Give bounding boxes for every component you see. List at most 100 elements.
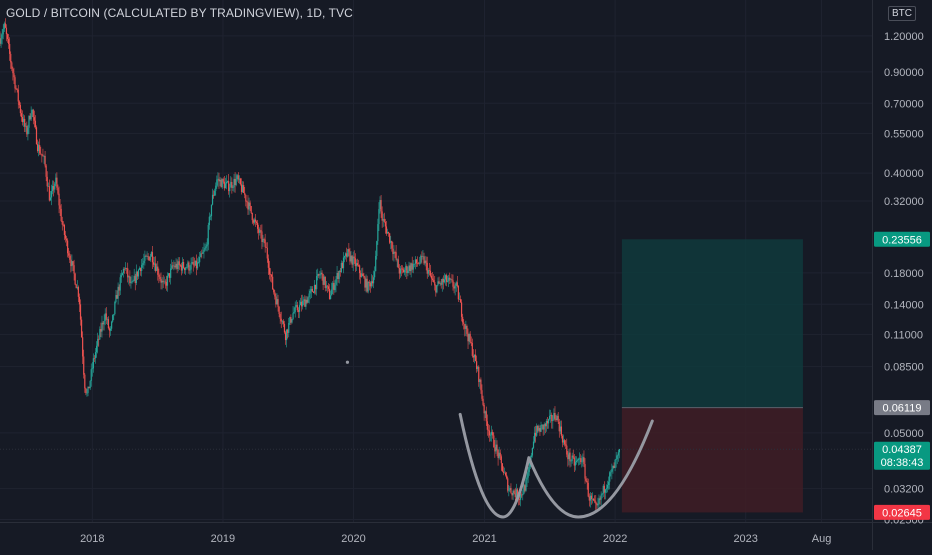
candle-body bbox=[560, 426, 563, 436]
candle-body bbox=[585, 478, 587, 481]
candle-body bbox=[462, 316, 464, 323]
candle-body bbox=[155, 263, 157, 271]
candle-body bbox=[160, 278, 162, 283]
candle-body bbox=[122, 268, 125, 274]
candle-body bbox=[577, 458, 580, 460]
y-tick-label: 0.03200 bbox=[884, 484, 924, 496]
candle-body bbox=[576, 459, 579, 461]
candle-body bbox=[13, 73, 15, 78]
candle-body bbox=[457, 286, 459, 300]
candle-body bbox=[175, 263, 177, 268]
loss-zone bbox=[621, 407, 803, 513]
candle-body bbox=[510, 488, 512, 494]
candle-body bbox=[574, 462, 576, 466]
candle-body bbox=[540, 425, 542, 432]
candle-body bbox=[117, 286, 119, 299]
candle-body bbox=[587, 482, 589, 497]
candle-body bbox=[357, 265, 360, 266]
candle-body bbox=[487, 429, 490, 431]
candle-body bbox=[387, 232, 390, 234]
candle-body bbox=[112, 314, 114, 322]
candle-body bbox=[310, 288, 312, 291]
currency-unit-badge[interactable]: BTC bbox=[888, 6, 916, 21]
candle-body bbox=[403, 269, 405, 273]
candle-body bbox=[221, 179, 223, 188]
chart-title: GOLD / BITCOIN (CALCULATED BY TRADINGVIE… bbox=[6, 6, 353, 20]
candle-body bbox=[254, 219, 257, 222]
y-tick-label: 0.90000 bbox=[884, 67, 924, 79]
candle-body bbox=[116, 295, 118, 299]
candle-body bbox=[503, 472, 506, 474]
candle-body bbox=[609, 472, 611, 482]
candle-body bbox=[257, 222, 259, 229]
candle-body bbox=[351, 255, 353, 265]
candle-body bbox=[272, 276, 274, 290]
candle-body bbox=[544, 424, 546, 427]
candle-body bbox=[258, 228, 260, 233]
candle-body bbox=[141, 264, 143, 271]
candle-body bbox=[599, 498, 601, 500]
candle-body bbox=[573, 457, 575, 466]
candle-body bbox=[416, 263, 419, 265]
candle-body bbox=[581, 461, 583, 463]
candle-body bbox=[119, 277, 121, 291]
candle-body bbox=[524, 485, 526, 491]
candle-body bbox=[433, 280, 435, 283]
candle-body bbox=[2, 29, 4, 35]
candle-body bbox=[45, 165, 47, 177]
candle-body bbox=[129, 276, 131, 284]
candle-body bbox=[555, 418, 557, 421]
candle-body bbox=[426, 262, 428, 274]
candle-body bbox=[159, 276, 161, 279]
candle-body bbox=[18, 101, 20, 106]
candle-body bbox=[314, 284, 317, 290]
candle-body bbox=[532, 441, 535, 448]
candle-body bbox=[380, 200, 382, 212]
candle-body bbox=[497, 450, 499, 459]
candle-body bbox=[189, 269, 191, 271]
candle-body bbox=[549, 415, 551, 420]
candle-body bbox=[484, 411, 486, 414]
candle-body bbox=[241, 185, 244, 192]
candle-body bbox=[460, 302, 463, 317]
candle-body bbox=[600, 494, 602, 500]
candle-body bbox=[551, 414, 553, 422]
candle-body bbox=[71, 261, 73, 267]
candle-body bbox=[89, 380, 91, 389]
candle-body bbox=[57, 187, 59, 194]
candle-body bbox=[215, 185, 217, 191]
candle-body bbox=[362, 273, 364, 277]
candle-body bbox=[220, 179, 222, 188]
candle-body bbox=[188, 262, 190, 271]
candle-body bbox=[304, 299, 306, 307]
candle-body bbox=[372, 277, 375, 284]
candle-body bbox=[335, 279, 337, 285]
candle-body bbox=[76, 287, 78, 289]
candle-body bbox=[177, 261, 179, 269]
candle-body bbox=[354, 258, 356, 267]
candle-body bbox=[193, 264, 195, 266]
candle-body bbox=[85, 388, 87, 394]
candle-body bbox=[131, 281, 133, 283]
y-tick-label: 0.05000 bbox=[884, 428, 924, 440]
candle-body bbox=[333, 282, 335, 291]
x-tick-label: 2018 bbox=[80, 533, 104, 545]
candle-body bbox=[477, 366, 479, 370]
candle-body bbox=[396, 259, 398, 260]
candle-body bbox=[19, 105, 21, 114]
candle-body bbox=[580, 458, 582, 463]
candle-body bbox=[207, 225, 209, 245]
candle-body bbox=[327, 286, 330, 289]
candle-body bbox=[595, 501, 597, 504]
candle-body bbox=[539, 428, 541, 432]
candle-body bbox=[337, 272, 339, 279]
profit-zone bbox=[621, 239, 803, 408]
candle-body bbox=[260, 230, 262, 232]
candle-body bbox=[135, 271, 137, 284]
candle-body bbox=[264, 239, 266, 247]
candle-body bbox=[234, 178, 236, 186]
candle-body bbox=[34, 120, 37, 128]
candle-body bbox=[259, 230, 261, 233]
